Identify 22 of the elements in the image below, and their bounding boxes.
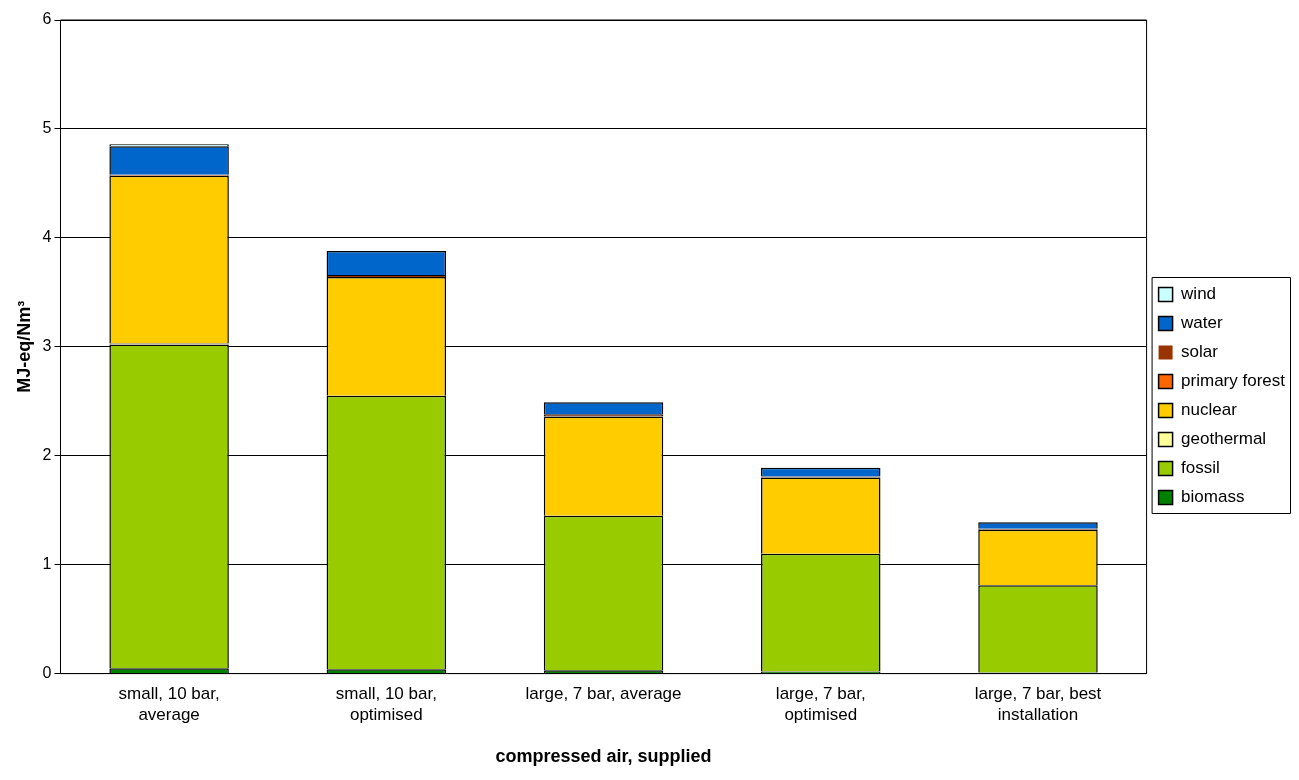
y-tick-label: 3	[42, 337, 52, 355]
x-tick-label: large, 7 bar, best installation	[974, 684, 1102, 724]
x-tick-label: small, 10 bar, average	[118, 684, 220, 724]
legend-label: water	[1180, 313, 1223, 333]
x-tick-label: large, 7 bar, average	[525, 684, 682, 704]
legend-label: primary forest	[1181, 371, 1286, 391]
y-axis-title: MJ-eq/Nm³	[13, 300, 34, 393]
legend-label: biomass	[1181, 487, 1245, 507]
x-tick-label: small, 10 bar, optimised	[335, 684, 437, 724]
y-tick-label: 2	[42, 446, 52, 464]
legend-label: nuclear	[1181, 400, 1238, 420]
y-tick-label: 4	[42, 228, 52, 246]
legend-label: fossil	[1181, 458, 1220, 478]
legend-label: geothermal	[1181, 429, 1267, 449]
y-tick-label: 6	[42, 10, 52, 28]
x-axis-title: compressed air, supplied	[495, 746, 712, 767]
legend-label: solar	[1181, 342, 1219, 362]
y-tick-label: 5	[42, 119, 52, 137]
legend-label: wind	[1180, 284, 1217, 304]
y-tick-label: 0	[42, 664, 52, 682]
y-tick-label: 1	[42, 555, 52, 573]
x-tick-label: large, 7 bar, optimised	[775, 684, 866, 724]
